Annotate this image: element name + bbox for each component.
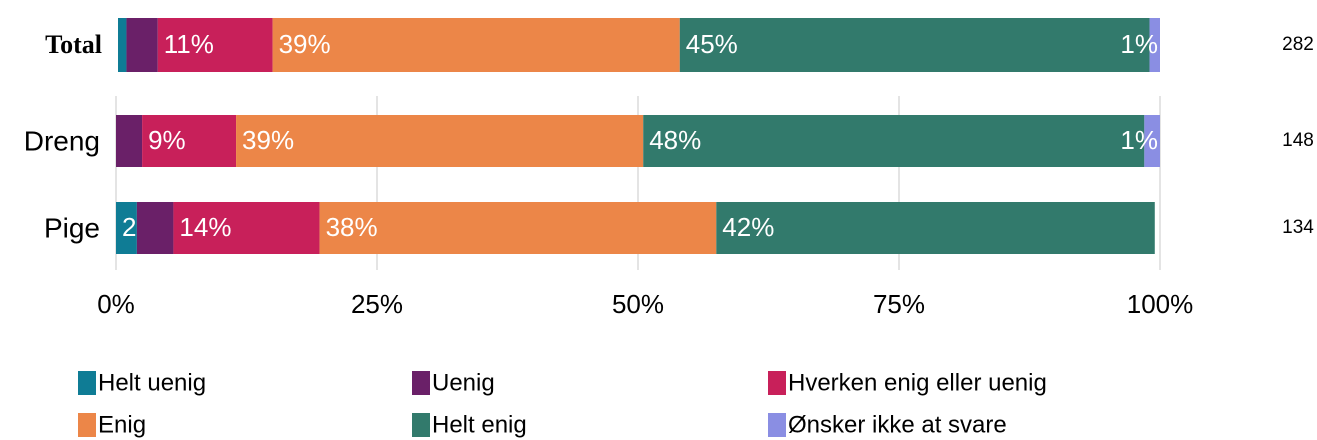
- bar-segment: [1149, 18, 1160, 72]
- legend-label: Uenig: [432, 369, 495, 396]
- value-label: 9%: [148, 125, 186, 155]
- category-label: Dreng: [24, 125, 100, 156]
- category-label: Total: [45, 30, 102, 59]
- bar-segment: [116, 115, 143, 167]
- value-label: 39%: [279, 29, 331, 59]
- legend-label: Helt enig: [432, 411, 527, 438]
- bar-segment: [157, 18, 273, 72]
- bar-segment: [679, 18, 1150, 72]
- value-label: 39%: [242, 125, 294, 155]
- bar-segment: [236, 115, 644, 167]
- x-tick-label: 75%: [873, 289, 925, 319]
- value-label: 42%: [722, 212, 774, 242]
- bar-segment: [173, 202, 320, 254]
- value-label: 38%: [326, 212, 378, 242]
- legend-swatch: [78, 413, 96, 437]
- x-tick-label: 25%: [351, 289, 403, 319]
- value-label: 1%: [1120, 29, 1158, 59]
- category-label: Pige: [44, 212, 100, 243]
- value-label: 11%: [164, 29, 214, 59]
- legend-label: Hverken enig eller uenig: [788, 369, 1047, 396]
- count-label: 282: [1282, 34, 1314, 55]
- bar-segment: [716, 202, 1155, 254]
- value-label: 48%: [649, 125, 701, 155]
- x-tick-label: 100%: [1127, 289, 1194, 319]
- count-label: 134: [1282, 217, 1314, 238]
- legend-swatch: [768, 371, 786, 395]
- bar-segment: [319, 202, 717, 254]
- legend-swatch: [412, 413, 430, 437]
- bar-segment: [126, 18, 158, 72]
- legend-swatch: [78, 371, 96, 395]
- bar-segment: [136, 202, 174, 254]
- legend-swatch: [412, 371, 430, 395]
- legend-label: Ønsker ikke at svare: [788, 411, 1007, 438]
- bar-segment: [1144, 115, 1160, 167]
- bar-segment: [142, 115, 237, 167]
- legend-label: Helt uenig: [98, 369, 206, 396]
- value-label: 45%: [686, 29, 738, 59]
- bar-segment: [116, 202, 137, 254]
- bar-segment: [643, 115, 1145, 167]
- value-label: 1%: [1120, 125, 1158, 155]
- value-label: 14%: [179, 212, 231, 242]
- legend-swatch: [768, 413, 786, 437]
- count-label: 148: [1282, 130, 1314, 151]
- x-tick-label: 50%: [612, 289, 664, 319]
- bar-segment: [272, 18, 680, 72]
- legend-label: Enig: [98, 411, 146, 438]
- bar-segment: [118, 18, 127, 72]
- x-tick-label: 0%: [97, 289, 135, 319]
